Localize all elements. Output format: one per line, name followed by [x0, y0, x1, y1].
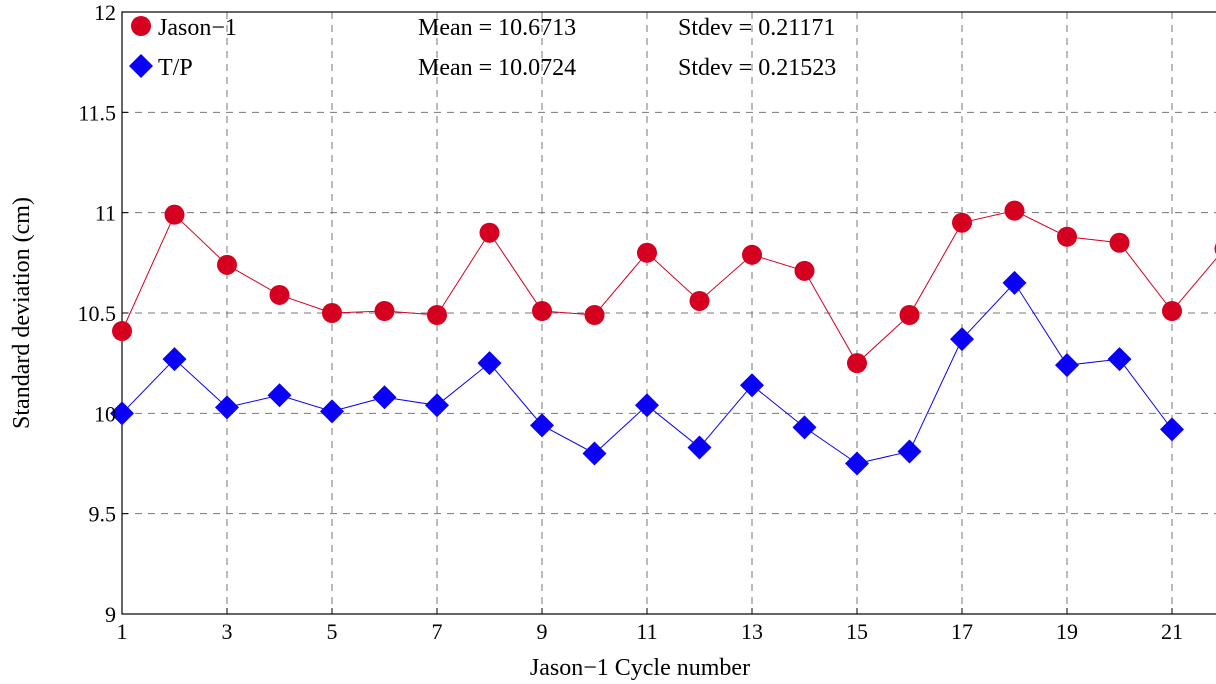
data-point	[1004, 200, 1025, 221]
x-tick-label: 15	[846, 619, 868, 644]
data-point	[742, 244, 762, 265]
data-point	[1002, 270, 1027, 295]
data-point	[322, 303, 342, 323]
data-point	[689, 290, 710, 311]
data-point	[215, 395, 239, 420]
data-point	[1160, 417, 1184, 442]
data-point	[1109, 232, 1130, 253]
y-tick-labels: 9 9.5 10 10.5 11 11.5 12	[78, 0, 117, 627]
x-axis-title: Jason−1 Cycle number	[530, 655, 750, 681]
data-point	[740, 373, 764, 398]
data-point	[110, 401, 134, 426]
legend-marker-jason1	[131, 16, 151, 36]
data-point	[267, 383, 292, 408]
data-point	[794, 260, 815, 281]
data-point	[1162, 300, 1182, 321]
data-point	[952, 212, 972, 233]
legend-label-jason1: Jason−1	[158, 15, 237, 41]
x-tick-label: 13	[741, 619, 763, 644]
series-line	[121, 210, 1216, 364]
data-point	[1107, 347, 1132, 372]
legend-label-tp: T/P	[158, 55, 193, 81]
x-tick-label: 19	[1056, 619, 1078, 644]
data-point	[845, 451, 869, 476]
data-point	[899, 305, 920, 326]
jason1-mean: Mean = 10.6713	[418, 15, 576, 41]
y-tick-label: 11	[95, 201, 116, 226]
series-tp	[110, 270, 1184, 476]
jason1-stdev: Stdev = 0.21171	[678, 15, 835, 41]
data-point	[372, 385, 397, 410]
data-point	[950, 327, 974, 352]
x-tick-label: 3	[222, 619, 233, 644]
grid-lines	[122, 12, 1216, 614]
data-point	[112, 321, 132, 342]
stats-annotations: Mean = 10.6713 Stdev = 0.21171 Mean = 10…	[418, 15, 836, 81]
x-tick-labels: 1 3 5 7 9 11 13 15 17 19 21	[117, 619, 1184, 644]
data-point	[687, 435, 712, 460]
x-tick-label: 9	[537, 619, 548, 644]
tp-stdev: Stdev = 0.21523	[678, 55, 836, 81]
y-tick-label: 10.5	[78, 301, 117, 326]
data-point	[635, 393, 659, 418]
data-point	[320, 399, 344, 424]
data-point	[162, 347, 187, 372]
data-point	[1057, 226, 1077, 247]
data-point	[532, 300, 552, 321]
x-tick-label: 17	[951, 619, 973, 644]
data-point	[217, 254, 237, 275]
data-point	[897, 439, 922, 464]
y-axis-title: Standard deviation (cm)	[9, 197, 35, 429]
data-point	[637, 242, 657, 263]
series-layer	[110, 200, 1216, 476]
data-point	[1055, 353, 1079, 378]
y-tick-label: 9.5	[89, 502, 117, 527]
y-tick-label: 11.5	[78, 100, 116, 125]
series-jason1	[112, 200, 1216, 374]
legend: Jason−1 T/P	[129, 15, 237, 81]
data-point	[479, 222, 500, 243]
data-point	[269, 284, 290, 305]
y-tick-label: 10	[94, 401, 116, 426]
x-tick-label: 11	[636, 619, 657, 644]
data-point	[847, 353, 867, 374]
y-tick-label: 12	[94, 0, 116, 25]
x-tick-label: 5	[327, 619, 338, 644]
x-tick-label: 7	[432, 619, 443, 644]
data-point	[425, 393, 449, 418]
data-point	[582, 441, 607, 466]
series-line	[121, 282, 1173, 465]
y-tick-label: 9	[105, 602, 116, 627]
data-point	[374, 300, 395, 321]
legend-marker-tp	[129, 54, 153, 78]
tp-mean: Mean = 10.0724	[418, 55, 576, 81]
data-point	[477, 351, 502, 376]
x-tick-label: 21	[1161, 619, 1183, 644]
data-point	[530, 413, 554, 438]
data-point	[164, 204, 185, 225]
x-tick-label: 1	[117, 619, 128, 644]
data-point	[584, 305, 605, 326]
data-point	[792, 415, 817, 440]
data-point	[427, 305, 447, 326]
